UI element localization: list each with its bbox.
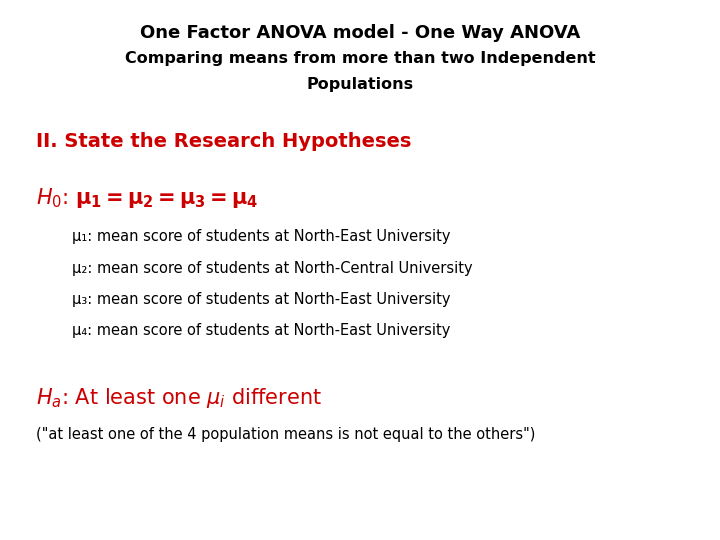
Text: μ₃: mean score of students at North-East University: μ₃: mean score of students at North-East… (72, 292, 451, 307)
Text: μ₁: mean score of students at North-East University: μ₁: mean score of students at North-East… (72, 230, 451, 245)
Text: Populations: Populations (307, 77, 413, 92)
Text: ("at least one of the 4 population means is not equal to the others"): ("at least one of the 4 population means… (36, 427, 536, 442)
Text: One Factor ANOVA model - One Way ANOVA: One Factor ANOVA model - One Way ANOVA (140, 24, 580, 42)
Text: μ₂: mean score of students at North-Central University: μ₂: mean score of students at North-Cent… (72, 261, 472, 276)
Text: $\mathit{H}_0$: $\mathbf{\mu_1 = \mu_2 = \mu_3 = \mu_4}$: $\mathit{H}_0$: $\mathbf{\mu_1 = \mu_2 =… (36, 186, 258, 210)
Text: $\mathit{H}_a$: At least one $\mu_i$ different: $\mathit{H}_a$: At least one $\mu_i$ dif… (36, 386, 322, 410)
Text: II. State the Research Hypotheses: II. State the Research Hypotheses (36, 132, 411, 151)
Text: Comparing means from more than two Independent: Comparing means from more than two Indep… (125, 51, 595, 66)
Text: μ₄: mean score of students at North-East University: μ₄: mean score of students at North-East… (72, 323, 451, 339)
